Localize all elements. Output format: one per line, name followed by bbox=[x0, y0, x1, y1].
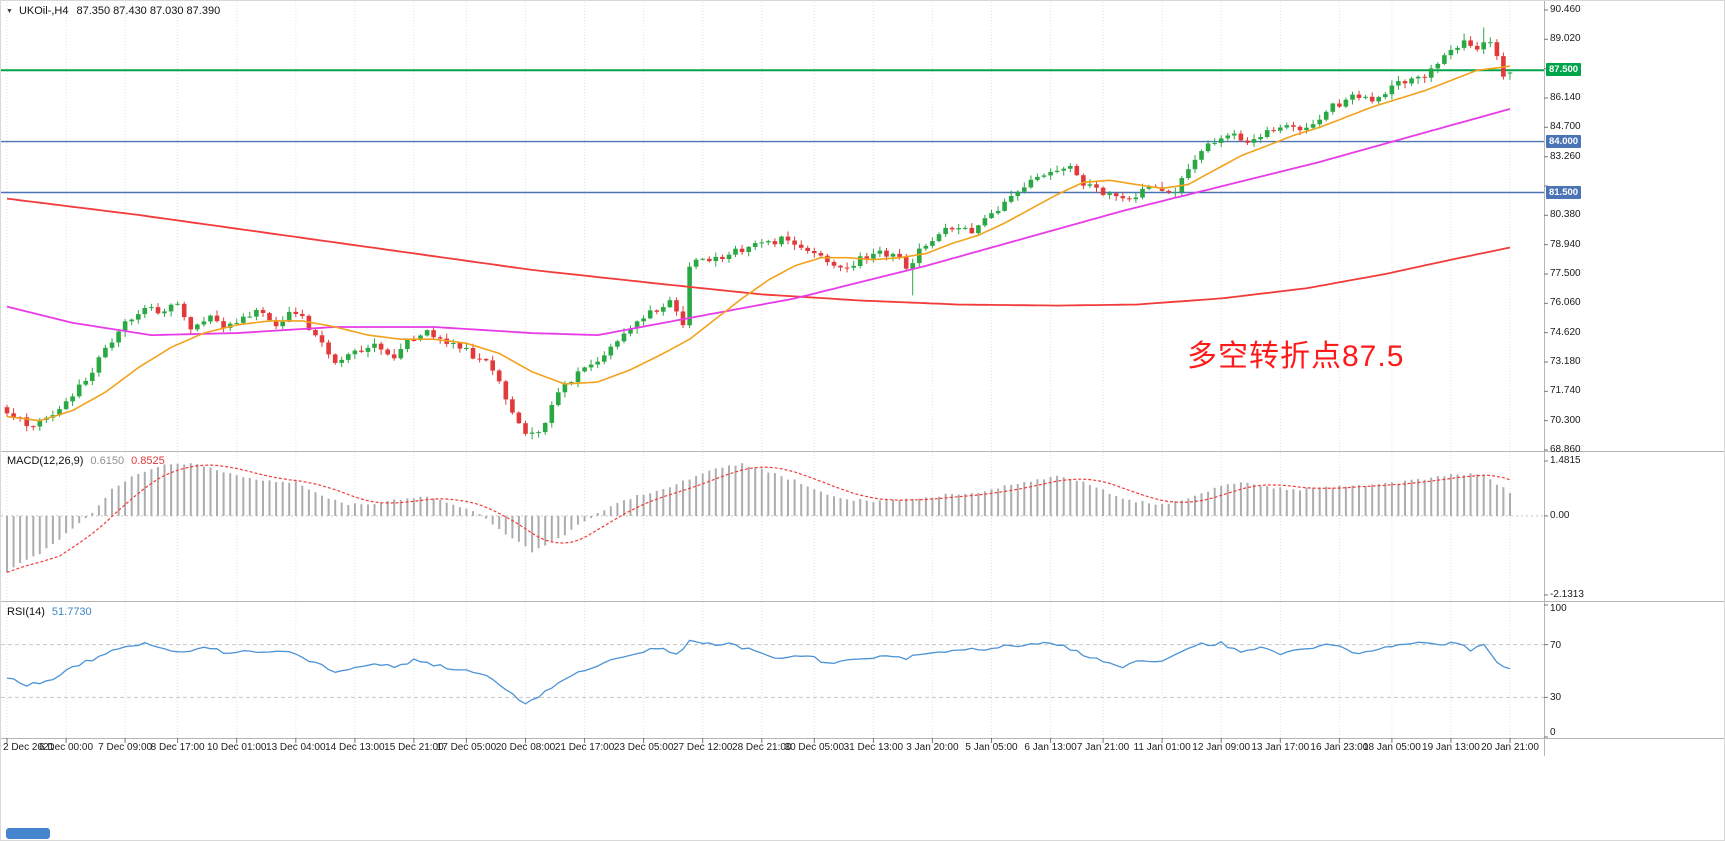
date-tick-label: 13 Jan 17:00 bbox=[1251, 742, 1310, 753]
symbol-period-label: UKOil-,H4 bbox=[18, 5, 69, 17]
price-tick-label: 76.060 bbox=[1550, 297, 1581, 309]
date-tick-label: 31 Dec 13:00 bbox=[843, 742, 904, 753]
collapse-arrow-icon[interactable]: ▼ bbox=[6, 7, 13, 15]
rsi-panel bbox=[1, 639, 1544, 705]
horizontal-scrollbar-thumb[interactable] bbox=[6, 828, 50, 839]
rsi-value: 51.7730 bbox=[51, 606, 92, 618]
rsi-axis-label: 100 bbox=[1550, 603, 1567, 614]
price-tick-label: 89.020 bbox=[1550, 33, 1581, 45]
date-tick-label: 2 Dec 2021 bbox=[3, 742, 55, 753]
price-badge[interactable]: 81.500 bbox=[1546, 185, 1582, 199]
ma-mid-magenta-line bbox=[6, 108, 1511, 337]
date-tick-label: 10 Dec 01:00 bbox=[206, 742, 267, 753]
rsi-axis-label: 30 bbox=[1550, 692, 1562, 704]
panel-frame bbox=[1, 1, 1724, 756]
date-tick-label: 11 Jan 01:00 bbox=[1133, 742, 1191, 753]
date-tick-label: 18 Jan 05:00 bbox=[1362, 742, 1421, 753]
rsi-name: RSI(14) bbox=[7, 606, 45, 618]
price-tick-label: 74.620 bbox=[1550, 326, 1581, 338]
price-badge[interactable]: 84.000 bbox=[1546, 134, 1582, 148]
macd-axis-label: -2.1313 bbox=[1550, 589, 1584, 600]
price-tick-label: 70.300 bbox=[1550, 414, 1581, 426]
ma-slow-red-line bbox=[6, 197, 1511, 307]
price-badge[interactable]: 87.500 bbox=[1546, 63, 1582, 77]
date-tick-label: 6 Jan 13:00 bbox=[1024, 742, 1077, 753]
horizontal-price-lines[interactable] bbox=[1, 69, 1544, 194]
rsi-axis-label: 70 bbox=[1550, 639, 1562, 651]
date-tick-label: 16 Jan 23:00 bbox=[1310, 742, 1369, 753]
date-tick-label: 23 Dec 05:00 bbox=[613, 742, 674, 753]
macd-axis-label: 1.4815 bbox=[1550, 455, 1581, 466]
macd-main-value: 0.6150 bbox=[90, 455, 125, 467]
price-tick-label: 83.260 bbox=[1550, 150, 1581, 162]
price-tick-label: 77.500 bbox=[1550, 268, 1581, 279]
ma-fast-orange-line bbox=[6, 65, 1511, 422]
price-tick-label: 68.860 bbox=[1550, 444, 1581, 455]
date-tick-label: 20 Jan 21:00 bbox=[1481, 742, 1539, 753]
macd-indicator-label: MACD(12,26,9) 0.6150 0.8525 bbox=[7, 455, 165, 467]
date-tick-label: 28 Dec 21:00 bbox=[732, 742, 792, 753]
date-tick-label: 12 Jan 09:00 bbox=[1192, 742, 1251, 753]
price-tick-label: 84.700 bbox=[1550, 121, 1581, 133]
price-tick-label: 78.940 bbox=[1550, 238, 1581, 250]
date-tick-label: 8 Dec 17:00 bbox=[150, 742, 205, 753]
price-tick-label: 90.460 bbox=[1550, 4, 1581, 15]
macd-panel bbox=[1, 463, 1544, 574]
price-tick-label: 86.140 bbox=[1550, 92, 1581, 103]
date-tick-label: 7 Jan 21:00 bbox=[1076, 742, 1130, 753]
date-tick-label: 6 Dec 00:00 bbox=[39, 742, 94, 753]
date-tick-label: 14 Dec 13:00 bbox=[325, 742, 385, 753]
annotation-text: 多空转折点87.5 bbox=[1187, 340, 1405, 373]
date-tick-label: 15 Dec 21:00 bbox=[384, 742, 444, 753]
price-tick-label: 71.740 bbox=[1550, 385, 1581, 397]
rsi-axis-label: 0 bbox=[1550, 727, 1556, 738]
date-tick-label: 5 Jan 05:00 bbox=[965, 742, 1018, 753]
date-tick-label: 21 Dec 17:00 bbox=[554, 742, 615, 753]
date-tick-label: 20 Dec 08:00 bbox=[495, 742, 556, 753]
macd-name: MACD(12,26,9) bbox=[7, 455, 84, 467]
macd-axis-label: 0.00 bbox=[1550, 509, 1570, 521]
rsi-indicator-label: RSI(14) 51.7730 bbox=[7, 606, 92, 618]
chart-title: ▼ UKOil-,H4 87.350 87.430 87.030 87.390 bbox=[6, 5, 220, 17]
date-tick-label: 3 Jan 20:00 bbox=[906, 742, 959, 753]
macd-signal-value: 0.8525 bbox=[131, 455, 165, 467]
date-tick-label: 17 Dec 05:00 bbox=[436, 742, 497, 753]
date-tick-label: 19 Jan 13:00 bbox=[1422, 742, 1480, 753]
price-tick-label: 80.380 bbox=[1550, 209, 1581, 221]
price-tick-label: 73.180 bbox=[1550, 356, 1581, 367]
date-tick-label: 30 Dec 05:00 bbox=[784, 742, 845, 753]
date-tick-label: 13 Dec 04:00 bbox=[266, 742, 326, 753]
date-tick-label: 27 Dec 12:00 bbox=[672, 742, 733, 753]
date-tick-label: 7 Dec 09:00 bbox=[98, 742, 153, 753]
candlestick-series bbox=[4, 27, 1513, 440]
ohlc-values: 87.350 87.430 87.030 87.390 bbox=[76, 5, 221, 17]
